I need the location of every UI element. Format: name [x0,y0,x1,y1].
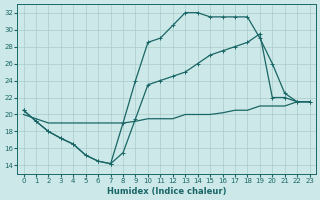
X-axis label: Humidex (Indice chaleur): Humidex (Indice chaleur) [107,187,226,196]
